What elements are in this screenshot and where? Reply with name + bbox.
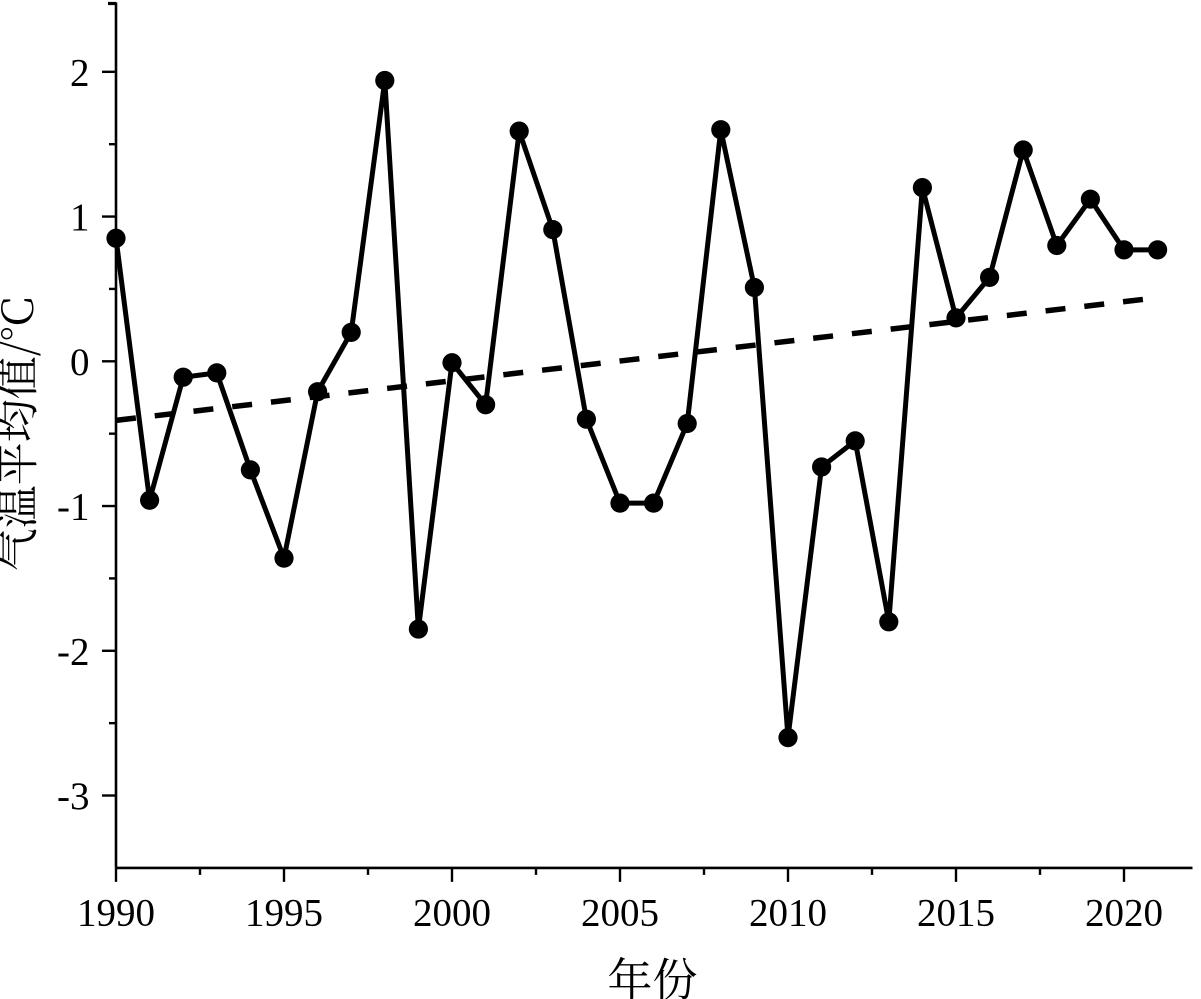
svg-text:-3: -3 (57, 775, 90, 818)
svg-text:年份: 年份 (607, 944, 697, 999)
svg-text:1990: 1990 (77, 891, 155, 934)
svg-text:2020: 2020 (1085, 891, 1163, 934)
svg-text:1995: 1995 (245, 891, 323, 934)
svg-text:气温平均值/°C: 气温平均值/°C (0, 297, 46, 572)
svg-text:2000: 2000 (413, 891, 491, 934)
svg-text:0: 0 (70, 341, 90, 384)
svg-text:2010: 2010 (749, 891, 827, 934)
svg-text:2: 2 (70, 51, 90, 94)
svg-text:-2: -2 (57, 630, 90, 673)
svg-text:2005: 2005 (581, 891, 659, 934)
svg-text:1: 1 (70, 196, 90, 239)
svg-text:2015: 2015 (917, 891, 995, 934)
svg-text:-1: -1 (57, 486, 90, 529)
